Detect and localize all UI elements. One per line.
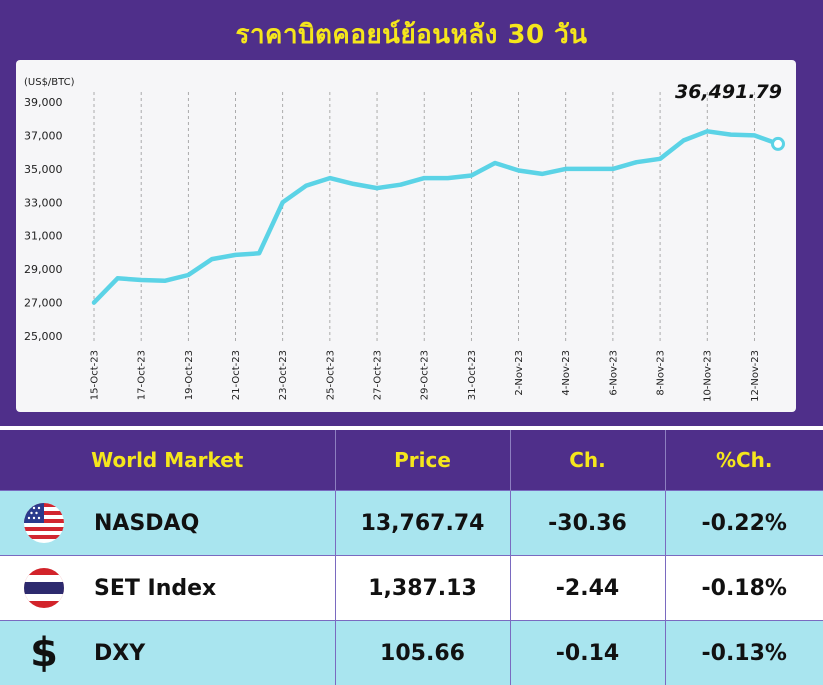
y-tick-label: 37,000 [24,129,63,142]
data-point [588,168,590,170]
x-tick-label: 25-Oct-23 [325,350,336,400]
change-cell: -30.36 [510,491,665,556]
data-point [235,254,237,256]
data-point [565,168,567,170]
data-point [282,201,284,203]
data-point [305,185,307,187]
percent-change-cell: -0.18% [665,556,823,621]
data-point [659,158,661,160]
change-cell: -0.14 [510,621,665,685]
x-tick-label: 12-Nov-23 [750,350,761,402]
market-name-cell: $ DXY [0,621,335,685]
market-name: DXY [94,641,145,666]
data-point [541,173,543,175]
data-point [400,184,402,186]
chart-title: ราคาบิตคอยน์ย้อนหลัง 30 วัน [0,14,823,55]
market-name-cell: SET Index [0,556,335,621]
x-tick-label: 29-Oct-23 [420,350,431,400]
percent-change-cell: -0.22% [665,491,823,556]
data-point [117,277,119,279]
data-point [518,170,520,172]
dollar-icon: $ [24,633,64,673]
price-cell: 13,767.74 [335,491,510,556]
data-point [683,139,685,141]
us-flag-icon [24,503,64,543]
header-percent-change: %Ch. [665,430,823,491]
data-point [352,183,354,185]
data-point [187,274,189,276]
last-data-point [773,138,784,149]
x-tick-label: 23-Oct-23 [278,350,289,400]
data-point [140,279,142,281]
table-row: NASDAQ 13,767.74 -30.36 -0.22% [0,491,823,556]
y-tick-label: 29,000 [24,263,63,276]
x-tick-label: 15-Oct-23 [90,350,101,400]
x-tick-label: 10-Nov-23 [703,350,714,402]
x-tick-label: 8-Nov-23 [656,350,667,396]
btc-price-chart: (US$/BTC) 25,000 27,000 29,000 31,000 33,000 3… [16,60,796,412]
x-tick-label: 6-Nov-23 [608,350,619,396]
data-point [635,161,637,163]
price-cell: 1,387.13 [335,556,510,621]
data-point [211,258,213,260]
x-tick-label: 2-Nov-23 [514,350,525,396]
data-point [730,134,732,136]
y-tick-label: 35,000 [24,163,63,176]
market-name: NASDAQ [94,511,199,536]
x-tick-label: 21-Oct-23 [231,350,242,400]
y-tick-label: 31,000 [24,230,63,243]
header-world-market: World Market [0,430,335,491]
data-point [423,177,425,179]
data-point [93,302,95,304]
data-point [494,162,496,164]
last-value-label: 36,491.79 [675,81,782,103]
price-cell: 105.66 [335,621,510,685]
btc-price-line [94,131,778,302]
market-name-cell: NASDAQ [0,491,335,556]
x-tick-label: 31-Oct-23 [467,350,478,400]
world-market-table: World Market Price Ch. %Ch. [0,430,823,685]
data-point [612,168,614,170]
data-point [470,175,472,177]
chart-card: (US$/BTC) 25,000 27,000 29,000 31,000 33,000 3… [16,60,796,412]
x-tick-label: 17-Oct-23 [137,350,148,400]
thai-flag-icon [24,568,64,608]
data-point [164,280,166,282]
x-tick-label: 4-Nov-23 [561,350,572,396]
data-point [376,187,378,189]
data-point [753,134,755,136]
y-tick-label: 25,000 [24,330,63,343]
header-panel: ราคาบิตคอยน์ย้อนหลัง 30 วัน (US$/BTC) 25,… [0,0,823,426]
table-row: SET Index 1,387.13 -2.44 -0.18% [0,556,823,621]
table-header-row: World Market Price Ch. %Ch. [0,430,823,491]
market-name: SET Index [94,576,216,601]
y-tick-label: 33,000 [24,196,63,209]
change-cell: -2.44 [510,556,665,621]
data-point [329,177,331,179]
data-point [447,177,449,179]
header-change: Ch. [510,430,665,491]
x-tick-label: 19-Oct-23 [184,350,195,400]
y-tick-label: 39,000 [24,96,63,109]
percent-change-cell: -0.13% [665,621,823,685]
y-axis-label: (US$/BTC) [24,77,75,88]
data-point [706,130,708,132]
x-tick-label: 27-Oct-23 [373,350,384,400]
table-row: $ DXY 105.66 -0.14 -0.13% [0,621,823,685]
y-tick-label: 27,000 [24,297,63,310]
data-point [258,252,260,254]
header-price: Price [335,430,510,491]
